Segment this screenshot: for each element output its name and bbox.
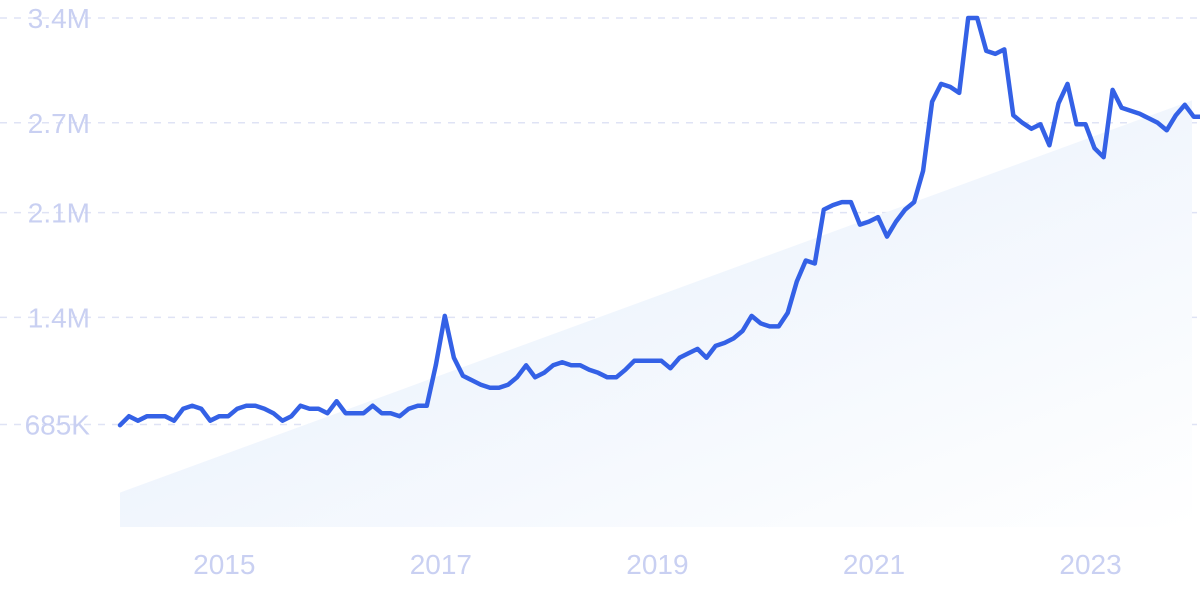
x-tick-label: 2015 (193, 549, 255, 580)
y-axis: 685K 1.4M 2.1M 2.7M 3.4M (25, 3, 91, 440)
x-tick-label: 2017 (410, 549, 472, 580)
x-tick-label: 2023 (1059, 549, 1121, 580)
y-tick-label: 2.7M (28, 108, 90, 139)
trend-area (120, 100, 1192, 528)
x-tick-label: 2019 (626, 549, 688, 580)
y-tick-label: 685K (25, 409, 91, 440)
series-line (117, 15, 1200, 428)
y-tick-label: 1.4M (28, 302, 90, 333)
y-tick-label: 3.4M (28, 3, 90, 34)
x-tick-label: 2021 (843, 549, 905, 580)
x-axis: 2015 2017 2019 2021 2023 (193, 549, 1122, 580)
y-tick-label: 2.1M (28, 198, 90, 229)
